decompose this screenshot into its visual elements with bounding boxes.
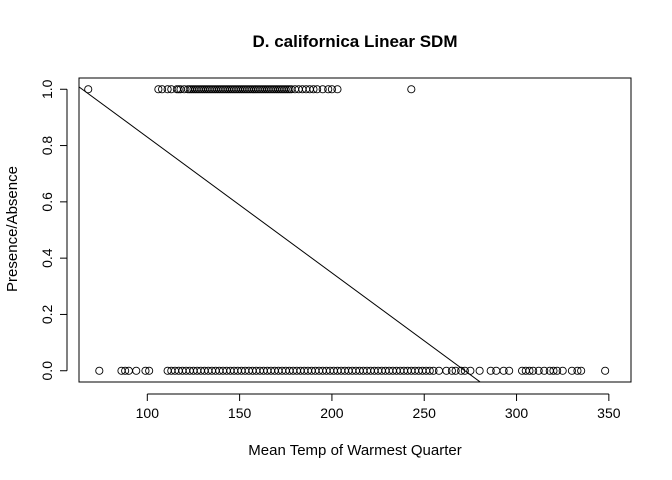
y-tick-label: 0.0 [39,361,55,381]
y-tick-label: 0.2 [39,305,55,325]
absence-point [558,366,567,375]
absence-point [429,366,438,375]
x-tick-label: 250 [413,405,437,421]
y-axis-label: Presence/Absence [4,166,21,292]
presence-point [154,85,163,94]
presence-point [327,85,336,94]
absence-point [525,366,534,375]
regression-line [79,86,482,382]
absence-point [577,366,586,375]
absence-point [132,366,141,375]
x-axis-label: Mean Temp of Warmest Quarter [248,442,461,459]
x-tick-label: 300 [505,405,529,421]
absence-point [534,366,543,375]
absence-point [540,366,549,375]
absence-point [447,366,456,375]
absence-point [553,366,562,375]
presence-point [324,85,333,94]
y-tick-label: 0.8 [39,136,55,156]
absence-point [95,366,104,375]
presence-point [309,85,318,94]
presence-point [318,85,327,94]
absence-point [425,366,434,375]
absence-point [492,366,501,375]
absence-point [549,366,558,375]
y-tick-label: 0.4 [39,248,55,268]
y-tick-label: 0.6 [39,192,55,212]
absence-point [529,366,538,375]
absence-point [434,366,444,375]
absence-point [505,366,514,375]
x-tick-label: 100 [136,405,160,421]
x-tick-label: 350 [597,405,621,421]
presence-point [313,85,322,94]
plot-frame [78,77,632,383]
absence-point [499,366,508,375]
absence-point [475,366,484,375]
presence-point [158,85,167,94]
absence-point [121,366,130,375]
absence-point [442,366,451,375]
presence-point [333,85,342,94]
absence-point [573,366,582,375]
x-tick-label: 150 [228,405,252,421]
absence-point [145,366,154,375]
x-tick-label: 200 [320,405,344,421]
absence-point [141,366,150,375]
chart-title: D. californica Linear SDM [253,32,458,51]
presence-point [163,85,172,94]
plot-area: 100 150 200 250 300 350 0.0 0.2 0.4 0.6 0.8 1.0 [39,77,632,421]
absence-point [486,366,495,375]
y-tick-label: 1.0 [39,79,55,99]
presence-point [84,85,93,94]
absence-point [451,366,460,375]
absence-point [567,366,576,375]
absence-point [460,366,469,375]
absence-point [601,366,610,375]
presence-point [407,85,416,94]
